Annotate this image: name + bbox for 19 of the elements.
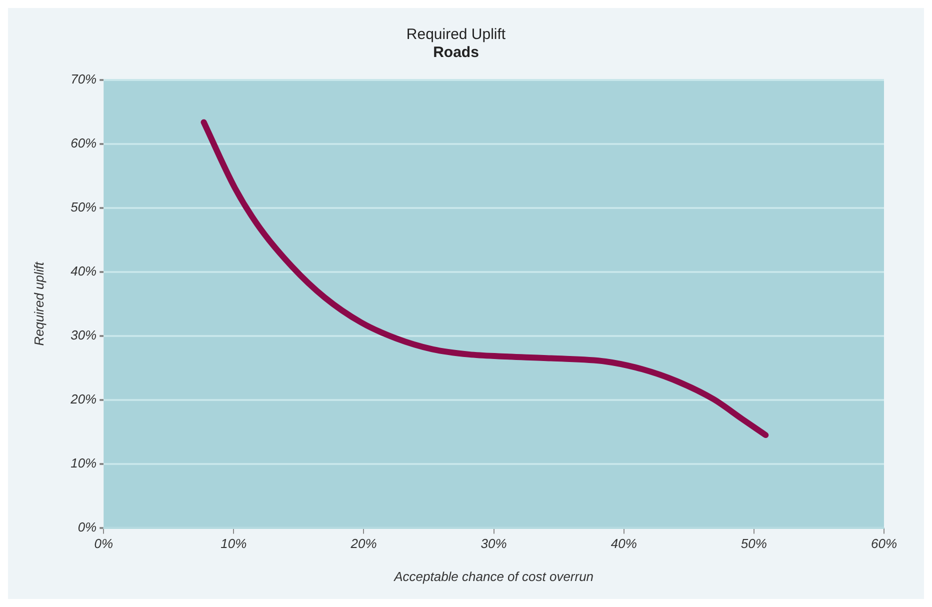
chart-subtitle: Roads <box>433 44 479 62</box>
y-tick-label: 70% <box>70 72 97 87</box>
y-tick-label: 30% <box>70 327 97 342</box>
y-tick-label: 0% <box>78 519 97 534</box>
chart-title: Required Uplift <box>406 26 506 44</box>
y-tick-label: 60% <box>70 136 97 151</box>
y-axis-title: Required uplift <box>31 260 46 346</box>
y-tick-label: 50% <box>70 200 97 215</box>
x-tick-label: 0% <box>94 536 114 552</box>
x-tick-label: 10% <box>220 536 247 552</box>
x-tick-label: 50% <box>740 536 767 552</box>
x-tick-label: 30% <box>480 536 507 552</box>
y-tick-label: 10% <box>70 455 97 470</box>
x-tick-label: 60% <box>870 536 898 552</box>
x-axis-title: Acceptable chance of cost overrun <box>393 568 594 584</box>
x-tick-label: 40% <box>610 536 637 552</box>
y-tick-label: 20% <box>70 391 97 406</box>
y-tick-label: 40% <box>70 264 97 279</box>
x-tick-label: 20% <box>350 536 377 552</box>
